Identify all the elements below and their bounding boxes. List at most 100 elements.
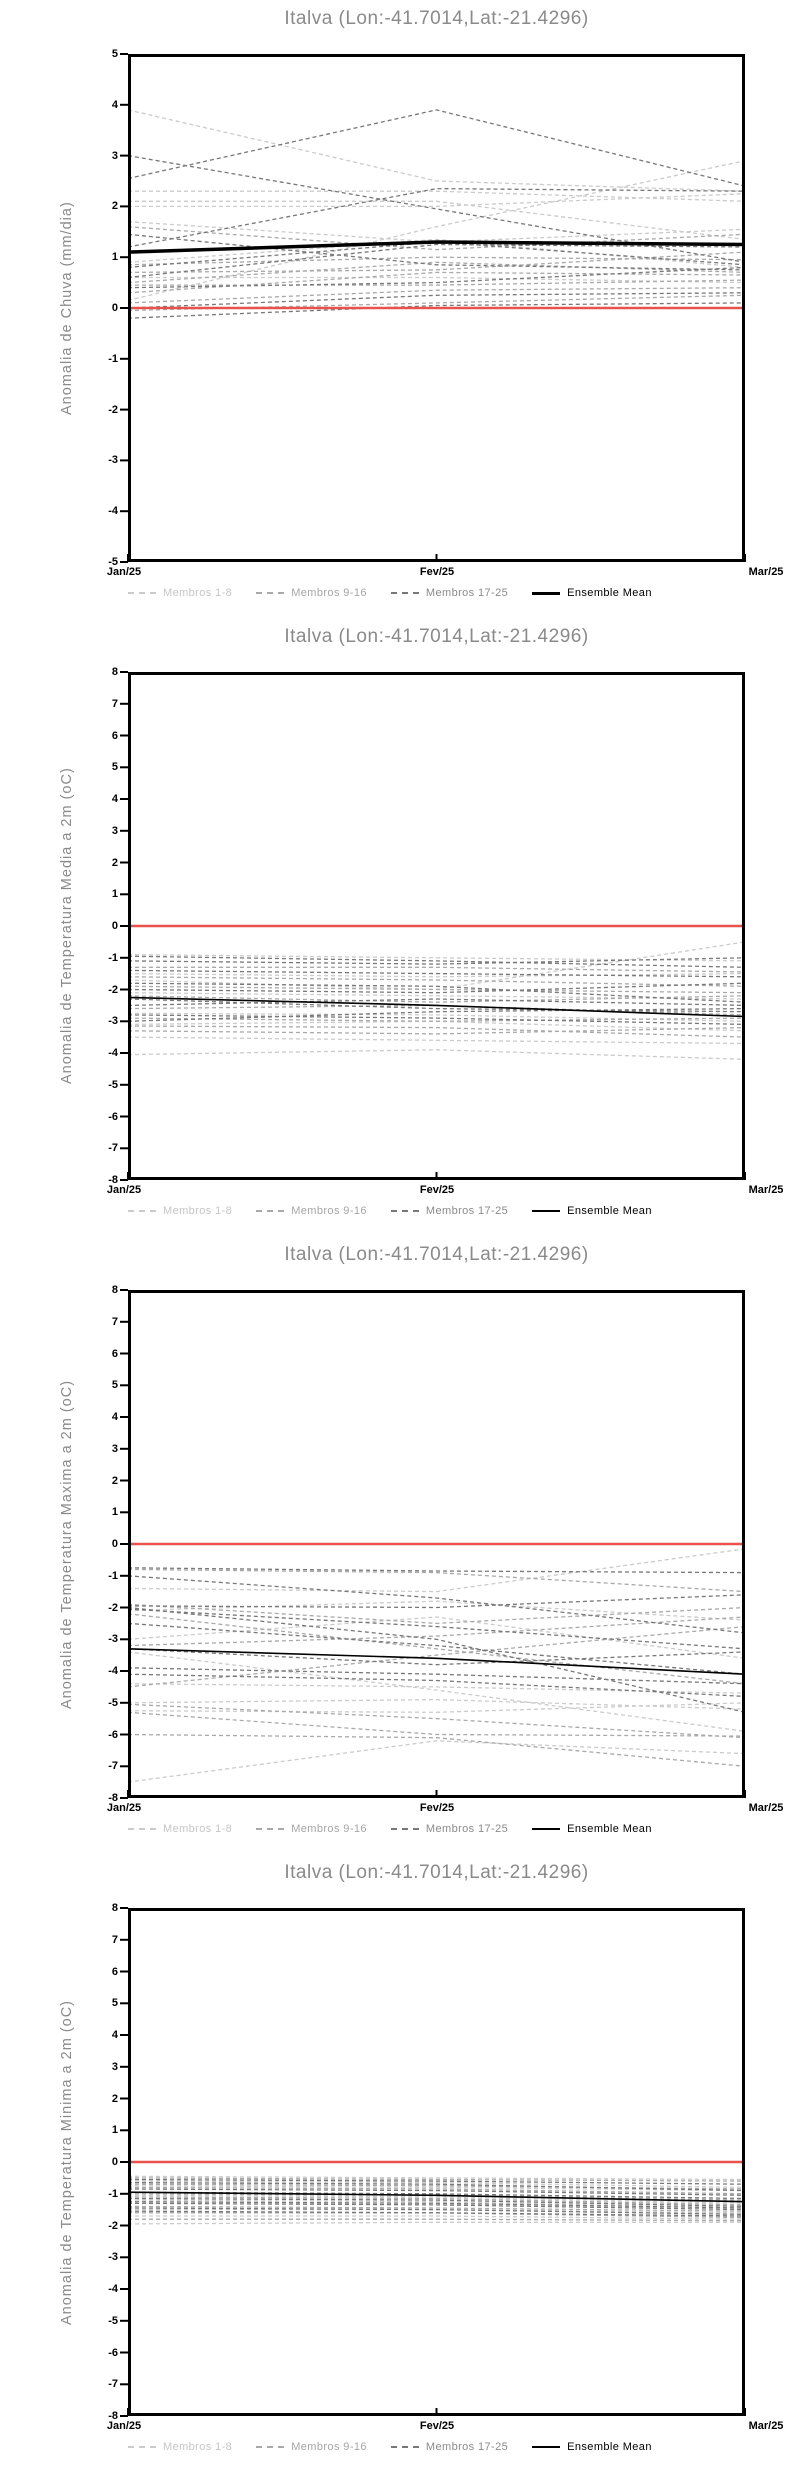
ensemble-member-line <box>127 233 746 271</box>
legend-item-membros-17-25: Membros 17-25 <box>390 1205 508 1217</box>
x-tick-label-mar: Mar/25 <box>748 1802 784 1814</box>
ensemble-member-line <box>127 972 746 978</box>
ensemble-member-line <box>127 271 746 294</box>
ensemble-member-line <box>127 226 746 251</box>
ensemble-member-line <box>128 2215 746 2220</box>
plot-border <box>128 1290 745 1798</box>
y-tick-label: 7 <box>111 1933 118 1946</box>
y-tick-label: -7 <box>108 1760 118 1773</box>
ensemble-member-line <box>127 982 746 994</box>
ensemble-member-line <box>128 190 746 202</box>
ensemble-member-line <box>127 969 746 978</box>
ensemble-member-line <box>127 2197 746 2208</box>
y-tick-label: 3 <box>111 2060 118 2073</box>
plot-area <box>120 671 746 1181</box>
ensemble-member-line <box>127 251 746 274</box>
y-tick-label: -2 <box>108 403 118 416</box>
plot-border <box>128 54 745 562</box>
y-tick-label: -5 <box>108 2314 118 2327</box>
ensemble-member-line <box>127 109 746 187</box>
ensemble-member-line <box>127 1012 746 1022</box>
ensemble-member-line <box>127 998 746 1007</box>
chart-max-temperature-anomaly: Italva (Lon:-41.7014,Lat:-21.4296) Anoma… <box>0 1236 800 1854</box>
y-tick-label: 4 <box>111 2029 118 2041</box>
legend: Membros 1-8 Membros 9-16 Membros 17-25 E… <box>128 1203 768 1219</box>
chart-precipitation-anomaly: Italva (Lon:-41.7014,Lat:-21.4296) Anoma… <box>0 0 800 618</box>
legend-label: Ensemble Mean <box>567 587 652 599</box>
ensemble-member-line <box>127 1740 746 1783</box>
ensemble-member-line <box>127 1014 746 1026</box>
y-tick-label: -1 <box>108 951 118 964</box>
legend-item-membros-1-8: Membros 1-8 <box>128 587 232 599</box>
ensemble-member-line <box>127 1548 746 1593</box>
ensemble-member-line <box>127 160 746 302</box>
ensemble-member-line <box>127 2181 746 2192</box>
y-tick-label: 3 <box>111 1442 118 1455</box>
ensemble-member-line <box>127 109 746 192</box>
y-tick-label: -2 <box>108 1601 118 1614</box>
y-tick-label: -4 <box>108 505 118 518</box>
y-tick-label: -1 <box>108 2187 118 2200</box>
y-tick-label: 4 <box>111 793 118 805</box>
dashed-line-sample-icon <box>390 2446 419 2448</box>
y-tick-label: -2 <box>108 983 118 996</box>
chart-title: Italva (Lon:-41.7014,Lat:-21.4296) <box>284 626 589 647</box>
legend-item-ensemble-mean: Ensemble Mean <box>532 587 652 599</box>
legend-item-membros-9-16: Membros 9-16 <box>256 1823 367 1835</box>
ensemble-member-line <box>127 976 746 987</box>
ensemble-member-line <box>128 2218 746 2222</box>
ensemble-member-line <box>127 2210 746 2217</box>
solid-line-sample-icon <box>532 1210 561 1212</box>
ensemble-member-line <box>127 1594 746 1609</box>
ensemble-member-line <box>127 238 746 269</box>
series-line <box>127 2191 746 2203</box>
ensemble-member-line <box>127 1603 746 1625</box>
ensemble-member-line <box>127 2191 746 2200</box>
legend-label: Membros 17-25 <box>425 587 509 599</box>
legend-item-membros-1-8: Membros 1-8 <box>128 1823 232 1835</box>
ensemble-member-line <box>127 2180 746 2189</box>
ensemble-member-line <box>127 2196 746 2206</box>
y-tick-label: -6 <box>108 2346 118 2359</box>
ensemble-member-line <box>127 2201 746 2209</box>
y-tick-label: 0 <box>111 920 118 932</box>
y-tick-label: -6 <box>108 1728 118 1741</box>
y-tick-label: -1 <box>108 1569 118 1582</box>
legend-label: Membros 9-16 <box>291 587 367 599</box>
ensemble-member-line <box>127 1575 746 1634</box>
x-tick-label-fev: Fev/25 <box>419 1802 455 1814</box>
y-tick-label: 5 <box>111 1379 118 1392</box>
ensemble-member-line <box>127 2207 746 2216</box>
x-tick-label-fev: Fev/25 <box>419 1184 455 1196</box>
ensemble-member-line <box>127 1017 746 1022</box>
ensemble-member-line <box>127 1616 746 1647</box>
ensemble-member-line <box>128 193 746 208</box>
dashed-line-sample-icon <box>128 592 156 594</box>
ensemble-member-line <box>127 261 746 284</box>
plot-border <box>128 672 745 1180</box>
series-line <box>127 1648 746 1675</box>
chart-min-temperature-anomaly: Italva (Lon:-41.7014,Lat:-21.4296) Anoma… <box>0 1854 800 2472</box>
solid-line-sample-icon <box>532 591 561 595</box>
ensemble-member-line <box>127 1613 746 1685</box>
ensemble-member-line <box>127 2185 746 2192</box>
legend: Membros 1-8 Membros 9-16 Membros 17-25 E… <box>128 585 768 601</box>
y-tick-label: -1 <box>108 352 118 365</box>
ensemble-member-line <box>127 187 746 248</box>
legend-label: Membros 1-8 <box>163 1823 233 1835</box>
y-tick-label: 7 <box>111 1315 118 1328</box>
x-tick-label-jan: Jan/25 <box>106 1802 142 1814</box>
ensemble-member-line <box>127 2188 746 2196</box>
y-tick-label: 5 <box>111 48 118 60</box>
ensemble-member-line <box>127 287 746 304</box>
ensemble-member-line <box>127 1648 746 1666</box>
x-tick-label-fev: Fev/25 <box>419 2420 455 2432</box>
y-tick-label: -4 <box>108 1665 118 1677</box>
legend-item-membros-9-16: Membros 9-16 <box>256 2441 367 2453</box>
ensemble-member-line <box>127 1702 746 1713</box>
ensemble-member-line <box>127 2175 746 2181</box>
y-tick-label: 1 <box>111 2124 118 2137</box>
y-tick-label: 3 <box>111 149 118 162</box>
y-axis-label: Anomalia de Chuva (mm/dia) <box>59 201 75 415</box>
ensemble-member-line <box>127 266 746 289</box>
